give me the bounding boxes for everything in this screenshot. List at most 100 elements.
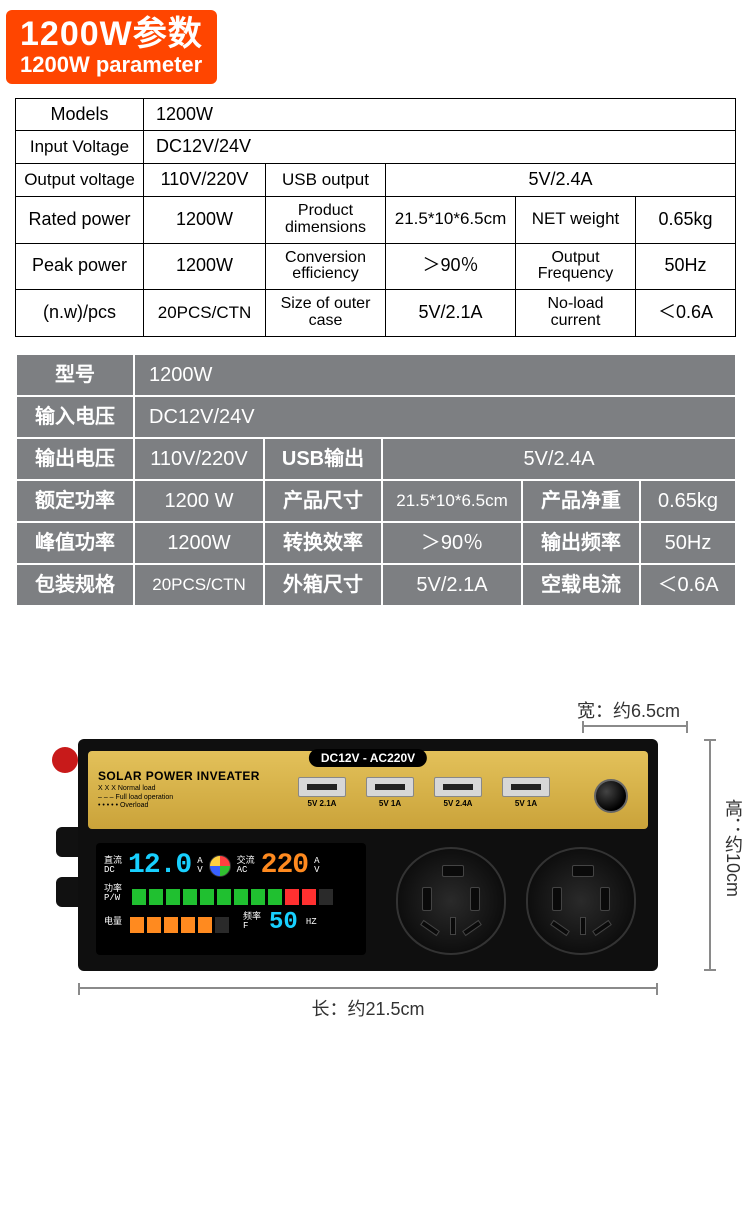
cell-value: 20PCS/CTN — [134, 564, 264, 606]
cell-label: No-load current — [516, 290, 636, 337]
lcd-hz-unit: HZ — [306, 918, 317, 927]
cell-label: Input Voltage — [16, 131, 144, 164]
lcd-dc-unit: A V — [197, 857, 202, 875]
cell-value: 50Hz — [640, 522, 736, 564]
cell-value: 0.65kg — [636, 196, 736, 243]
cell-label: 转换效率 — [264, 522, 382, 564]
lcd-pw-label: 功率 P/W — [104, 885, 122, 903]
cell-value: 1200W — [144, 243, 266, 290]
cell-value: ＜0.6A — [636, 290, 736, 337]
cell-value: 1200W — [134, 522, 264, 564]
cell-value: DC12V/24V — [134, 396, 736, 438]
table-row: 输出电压 110V/220V USB输出 5V/2.4A — [16, 438, 736, 480]
dim-length-label: 长：约21.5cm — [78, 995, 658, 1021]
terminal-black-icon — [56, 877, 78, 907]
cell-value: 1200 W — [134, 480, 264, 522]
table-row: 额定功率 1200 W 产品尺寸 21.5*10*6.5cm 产品净重 0.65… — [16, 480, 736, 522]
terminal-red-icon — [52, 747, 78, 773]
lcd-dc-label: 直流 DC — [104, 857, 122, 875]
usb-caption: 5V 1A — [502, 799, 550, 808]
lcd-ac-unit: A V — [314, 857, 319, 875]
cell-label: 额定功率 — [16, 480, 134, 522]
device-figure: 宽：约6.5cm DC12V - AC220V SOLAR POWER INVE… — [0, 697, 750, 1047]
spec-table-en: Models 1200W Input Voltage DC12V/24V Out… — [15, 98, 736, 337]
dim-length: 长：约21.5cm — [78, 987, 658, 1021]
usb-caption: 5V 2.1A — [298, 799, 346, 808]
inverter-device: DC12V - AC220V SOLAR POWER INVEATER X X … — [78, 739, 658, 971]
cell-label: Output voltage — [16, 164, 144, 197]
cell-label: USB output — [266, 164, 386, 197]
dim-width-line — [582, 725, 688, 727]
table-row: Input Voltage DC12V/24V — [16, 131, 736, 164]
power-bars — [132, 887, 333, 905]
lcd-el-label: 电量 — [104, 918, 122, 927]
table-row: Output voltage 110V/220V USB output 5V/2… — [16, 164, 736, 197]
dc-ac-pill: DC12V - AC220V — [309, 749, 427, 767]
cell-value: 1200W — [134, 354, 736, 396]
cell-value: 50Hz — [636, 243, 736, 290]
cell-value: 0.65kg — [640, 480, 736, 522]
cell-label: Peak power — [16, 243, 144, 290]
lcd-f-label: 频率 F — [243, 913, 261, 931]
cell-label: NET weight — [516, 196, 636, 243]
table-row: (n.w)/pcs 20PCS/CTN Size of outer case 5… — [16, 290, 736, 337]
cell-label: Conversion efficiency — [266, 243, 386, 290]
table-row: 输入电压 DC12V/24V — [16, 396, 736, 438]
cell-label: Size of outer case — [266, 290, 386, 337]
cell-value: 110V/220V — [144, 164, 266, 197]
cell-label: 产品尺寸 — [264, 480, 382, 522]
cell-label: Models — [16, 98, 144, 131]
cell-label: 空载电流 — [522, 564, 640, 606]
table-row: Rated power 1200W Product dimensions 21.… — [16, 196, 736, 243]
cell-label: 峰值功率 — [16, 522, 134, 564]
cell-value: ＞90％ — [386, 243, 516, 290]
table-row: 峰值功率 1200W 转换效率 ＞90％ 输出频率 50Hz — [16, 522, 736, 564]
usb-port: 5V 2.4A — [434, 777, 482, 808]
title-badge: 1200W参数 1200W parameter — [6, 10, 217, 84]
usb-slot-icon — [502, 777, 550, 797]
cell-value: 5V/2.1A — [386, 290, 516, 337]
usb-caption: 5V 2.4A — [434, 799, 482, 808]
cell-label: 包装规格 — [16, 564, 134, 606]
cell-value: 5V/2.1A — [382, 564, 522, 606]
cell-label: 输出频率 — [522, 522, 640, 564]
cell-value: 1200W — [144, 196, 266, 243]
power-button-icon — [594, 779, 628, 813]
cell-value: 5V/2.4A — [382, 438, 736, 480]
ac-socket-icon — [396, 847, 506, 955]
cell-label: Output Frequency — [516, 243, 636, 290]
table-row: Peak power 1200W Conversion efficiency ＞… — [16, 243, 736, 290]
usb-slot-icon — [298, 777, 346, 797]
device-top-panel: DC12V - AC220V SOLAR POWER INVEATER X X … — [88, 751, 648, 829]
table-row: 包装规格 20PCS/CTN 外箱尺寸 5V/2.1A 空载电流 ＜0.6A — [16, 564, 736, 606]
cell-value: 5V/2.4A — [386, 164, 736, 197]
cell-label: 型号 — [16, 354, 134, 396]
table-row: Models 1200W — [16, 98, 736, 131]
cell-value: 20PCS/CTN — [144, 290, 266, 337]
usb-port: 5V 2.1A — [298, 777, 346, 808]
cell-label: 输出电压 — [16, 438, 134, 480]
cell-label: Rated power — [16, 196, 144, 243]
usb-port: 5V 1A — [366, 777, 414, 808]
cell-value: 21.5*10*6.5cm — [386, 196, 516, 243]
usb-port-row: 5V 2.1A 5V 1A 5V 2.4A 5V 1A — [298, 777, 550, 808]
cell-label: 产品净重 — [522, 480, 640, 522]
dim-height-label: 高：约10cm — [720, 799, 746, 897]
title-en: 1200W parameter — [20, 53, 203, 77]
cell-label: 输入电压 — [16, 396, 134, 438]
cell-value: 110V/220V — [134, 438, 264, 480]
usb-slot-icon — [434, 777, 482, 797]
battery-bars — [130, 915, 229, 933]
cell-label: USB输出 — [264, 438, 382, 480]
ac-socket-icon — [526, 847, 636, 955]
usb-port: 5V 1A — [502, 777, 550, 808]
terminal-black-icon — [56, 827, 78, 857]
cell-value: 21.5*10*6.5cm — [382, 480, 522, 522]
title-cn: 1200W参数 — [20, 16, 203, 53]
dim-width-label: 宽：约6.5cm — [577, 697, 680, 723]
cell-label: 外箱尺寸 — [264, 564, 382, 606]
lcd-ac-value: 220 — [261, 850, 308, 881]
spec-table-cn: 型号 1200W 输入电压 DC12V/24V 输出电压 110V/220V U… — [15, 353, 737, 607]
lcd-ac-label: 交流 AC — [237, 857, 255, 875]
dim-height: 高：约10cm — [700, 739, 720, 971]
